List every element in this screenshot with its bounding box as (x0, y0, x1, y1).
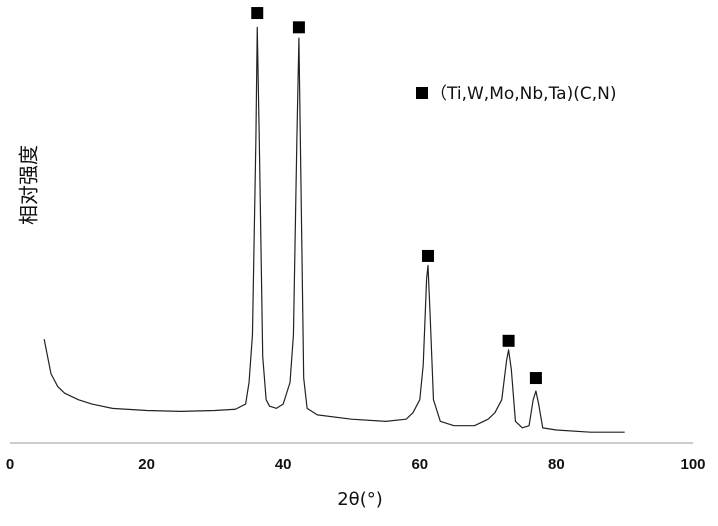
legend-marker (416, 87, 428, 99)
chart: 2θ(°) 相对强度 （Ti,W,Mo,Nb,Ta)(C,N) 0 20 40 60 8… (0, 0, 718, 526)
x-tick-label: 80 (548, 456, 565, 473)
peak-marker (503, 335, 515, 347)
x-tick-label: 0 (6, 456, 14, 473)
legend-label: （Ti,W,Mo,Nb,Ta)(C,N) (430, 84, 616, 104)
x-tick-label: 100 (680, 456, 705, 473)
x-axis-label: 2θ(°) (337, 489, 383, 510)
x-tick-label: 60 (411, 456, 428, 473)
peak-marker (251, 7, 263, 19)
peak-marker (422, 250, 434, 262)
peak-marker (530, 372, 542, 384)
x-tick-label: 20 (138, 456, 155, 473)
x-tick-label: 40 (275, 456, 292, 473)
y-axis-label: 相对强度 (17, 145, 41, 225)
peak-marker (293, 21, 305, 33)
